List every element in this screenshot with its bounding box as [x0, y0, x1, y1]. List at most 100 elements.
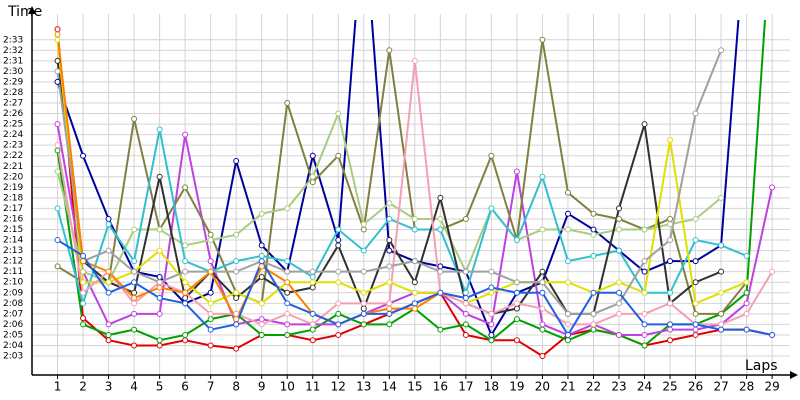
point	[105, 321, 112, 328]
point	[80, 258, 87, 265]
point	[488, 289, 495, 296]
point	[411, 215, 418, 222]
point	[182, 279, 189, 286]
point	[488, 284, 495, 291]
point	[488, 205, 495, 212]
point	[437, 289, 444, 296]
x-tick-label: 6	[181, 380, 189, 394]
point	[539, 289, 546, 296]
point	[309, 337, 316, 344]
point	[386, 263, 393, 270]
y-tick-label: 2:25	[3, 120, 23, 130]
point	[411, 289, 418, 296]
point	[131, 258, 138, 265]
point	[309, 173, 316, 180]
point	[488, 321, 495, 328]
point	[462, 300, 469, 307]
point	[309, 273, 316, 280]
point	[488, 152, 495, 159]
point	[182, 242, 189, 249]
point	[156, 310, 163, 317]
axes	[28, 6, 798, 379]
point	[284, 321, 291, 328]
y-tick-label: 2:27	[3, 99, 23, 109]
point	[667, 221, 674, 228]
point	[233, 268, 240, 275]
x-tick-label: 28	[739, 380, 754, 394]
point	[131, 268, 138, 275]
point	[80, 289, 87, 296]
point	[156, 273, 163, 280]
point	[692, 215, 699, 222]
point	[207, 258, 214, 265]
point	[131, 300, 138, 307]
point	[667, 215, 674, 222]
x-tick-label: 5	[156, 380, 164, 394]
point	[564, 321, 571, 328]
point	[539, 173, 546, 180]
point	[54, 205, 61, 212]
point	[590, 326, 597, 333]
point	[182, 289, 189, 296]
point	[743, 289, 750, 296]
point	[105, 215, 112, 222]
point	[309, 326, 316, 333]
point	[437, 268, 444, 275]
point	[335, 279, 342, 286]
point	[411, 226, 418, 233]
point	[207, 310, 214, 317]
point	[411, 57, 418, 64]
point	[513, 316, 520, 323]
point	[769, 184, 776, 191]
point	[386, 247, 393, 254]
point	[80, 321, 87, 328]
point	[718, 326, 725, 333]
y-tick-label: 2:13	[3, 246, 23, 256]
point	[590, 289, 597, 296]
series-line	[56, 39, 747, 305]
point	[233, 289, 240, 296]
point	[156, 279, 163, 286]
x-tick-label: 19	[509, 380, 524, 394]
x-tick-label: 8	[232, 380, 240, 394]
point	[462, 268, 469, 275]
point	[207, 316, 214, 323]
point	[616, 310, 623, 317]
point	[360, 226, 367, 233]
point	[616, 205, 623, 212]
x-tick-label: 29	[764, 380, 779, 394]
y-tick-label: 2:03	[3, 352, 23, 362]
x-axis-title: Laps	[745, 358, 778, 374]
point	[616, 226, 623, 233]
y-tick-label: 2:20	[3, 172, 23, 182]
point	[284, 258, 291, 265]
point	[539, 353, 546, 360]
y-tick-label: 2:16	[3, 214, 23, 224]
point	[284, 300, 291, 307]
point	[462, 289, 469, 296]
point	[360, 289, 367, 296]
point	[54, 142, 61, 149]
point	[692, 331, 699, 338]
point	[641, 289, 648, 296]
point	[131, 115, 138, 122]
point	[692, 326, 699, 333]
point	[207, 342, 214, 349]
point	[641, 258, 648, 265]
point	[667, 321, 674, 328]
point	[360, 221, 367, 228]
point	[386, 300, 393, 307]
point	[80, 279, 87, 286]
point	[667, 337, 674, 344]
point	[207, 300, 214, 307]
y-tick-label: 2:10	[3, 278, 23, 288]
point	[718, 310, 725, 317]
point	[335, 321, 342, 328]
point	[182, 331, 189, 338]
point	[437, 226, 444, 233]
point	[718, 268, 725, 275]
y-tick-label: 2:05	[3, 330, 23, 340]
point	[641, 342, 648, 349]
point	[641, 121, 648, 128]
